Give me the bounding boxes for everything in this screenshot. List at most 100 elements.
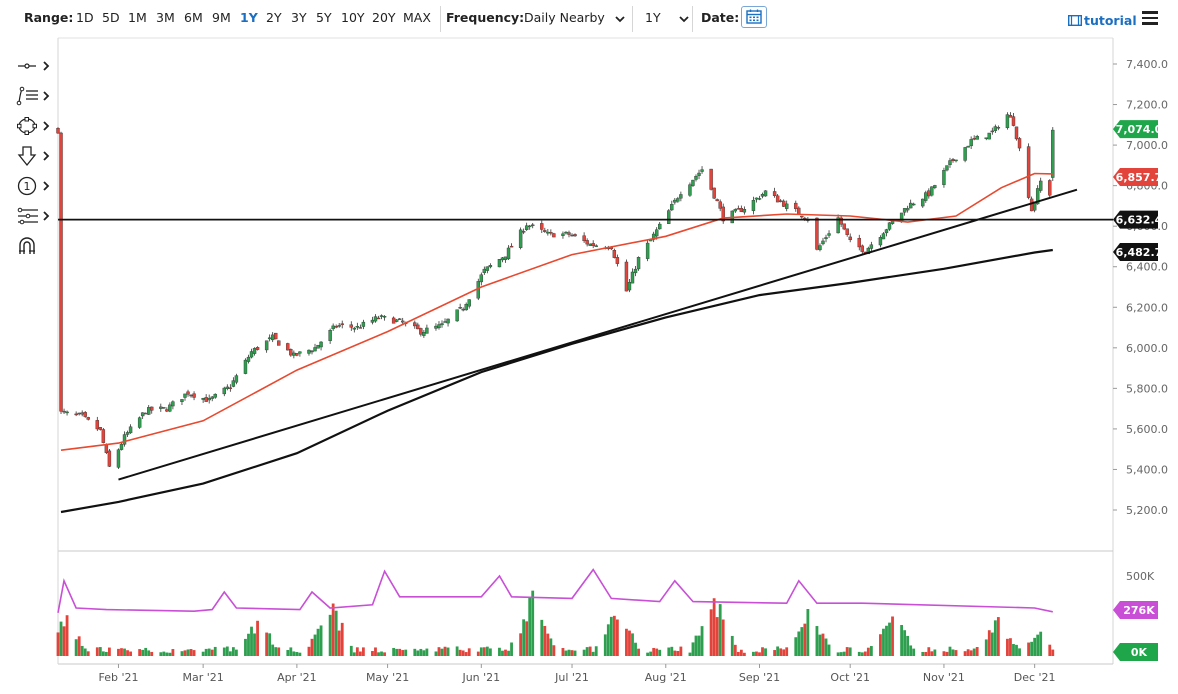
candle-body [869, 244, 874, 249]
magnet-tool-button[interactable] [14, 234, 54, 258]
crosshair-tool-button[interactable] [14, 54, 54, 78]
candle-body [180, 399, 184, 402]
candle-body [1005, 114, 1010, 129]
volume-bar [210, 649, 214, 656]
volume-bar [972, 648, 976, 656]
candle-body [482, 268, 487, 273]
film-icon [1067, 14, 1083, 27]
candle [128, 424, 133, 434]
trend-line-tool-button[interactable] [14, 84, 54, 108]
candle [56, 127, 60, 134]
candle [140, 412, 145, 419]
volume-bar [340, 622, 344, 656]
candle-body [222, 387, 227, 395]
volume-bar [129, 651, 132, 656]
range-max-button[interactable]: MAX [403, 10, 431, 25]
candle [751, 196, 756, 215]
period-dropdown[interactable]: 1Y [645, 10, 689, 25]
range-9m-button[interactable]: 9M [212, 10, 231, 25]
volume-bar [416, 650, 420, 656]
candle-body [434, 325, 438, 329]
candle-body [615, 257, 620, 264]
candle-body [228, 387, 233, 389]
volume-bar [552, 645, 556, 656]
range-6m-button[interactable]: 6M [184, 10, 203, 25]
volume-bar [117, 648, 120, 656]
range-1y-button[interactable]: 1Y [240, 10, 258, 25]
candle-body [192, 393, 196, 398]
candle-body [277, 340, 281, 346]
candle [930, 186, 934, 197]
candle-body [1008, 115, 1013, 118]
support-trend-line[interactable] [118, 188, 1078, 481]
range-3y-button[interactable]: 3Y [291, 10, 307, 25]
candle-body [924, 192, 928, 201]
volume-bar [413, 648, 417, 656]
date-picker-button[interactable] [741, 6, 767, 28]
volume-bar [739, 649, 743, 656]
candle [86, 416, 90, 421]
candle [543, 227, 547, 233]
candle [615, 254, 620, 267]
volume-bar [857, 651, 861, 656]
volume-bar [609, 616, 613, 656]
last-price-tag: 7,074.0 [1113, 120, 1163, 139]
long-ma-tag-shape [1113, 242, 1158, 261]
volume-bar [966, 649, 970, 656]
hamburger-menu-icon[interactable] [1142, 11, 1158, 25]
volume-bar [906, 635, 910, 656]
x-tick-label: Aug '21 [645, 671, 687, 684]
annotation-tool-button[interactable]: 1 [14, 174, 54, 198]
range-10y-button[interactable]: 10Y [341, 10, 365, 25]
candle-body [902, 208, 907, 213]
volume-bar [504, 649, 507, 656]
volume-bar [863, 651, 867, 656]
candle-body [921, 198, 925, 207]
range-5d-button[interactable]: 5D [102, 10, 120, 25]
candle [298, 351, 302, 357]
candle-body [540, 223, 544, 230]
frequency-dropdown[interactable]: Daily Nearby [524, 10, 625, 25]
range-3m-button[interactable]: 3M [156, 10, 175, 25]
range-2y-button[interactable]: 2Y [266, 10, 282, 25]
arrow-tool-button[interactable] [14, 144, 54, 168]
range-5y-button[interactable]: 5Y [316, 10, 332, 25]
candle [361, 319, 366, 330]
shape-tool-button[interactable] [14, 114, 54, 138]
arrow-down-icon [17, 146, 50, 167]
range-20y-button[interactable]: 20Y [372, 10, 396, 25]
candle-body [207, 397, 211, 401]
range-1d-button[interactable]: 1D [76, 10, 94, 25]
candle-body [1029, 198, 1034, 212]
volume-bar [485, 646, 489, 656]
candle [192, 391, 196, 401]
candle-body [394, 319, 399, 322]
volume-bar [108, 647, 111, 656]
volume-bar [582, 649, 586, 656]
candle-body [458, 306, 462, 309]
candle-body [286, 343, 290, 351]
candle [945, 165, 949, 172]
candle [150, 406, 154, 414]
candle [911, 202, 916, 206]
candle [394, 319, 399, 323]
range-1m-button[interactable]: 1M [128, 10, 147, 25]
tutorial-link[interactable]: tutorial [1067, 13, 1137, 28]
candle-body [413, 322, 417, 327]
fibonacci-tool-button[interactable] [14, 204, 54, 228]
candle [709, 168, 713, 191]
volume-bar [207, 648, 211, 656]
candle [1011, 113, 1016, 127]
volume-average-tag-text: 276K [1123, 604, 1155, 617]
candle [933, 184, 937, 190]
volume-bar [670, 646, 674, 656]
candle [884, 228, 889, 237]
x-tick-label: May '21 [366, 671, 409, 684]
volume-bar [625, 628, 628, 656]
volume-bar [467, 648, 471, 656]
candle-body [165, 409, 169, 412]
volume-bar [77, 636, 81, 656]
y-tick-label: 7,000.0 [1126, 139, 1168, 152]
candle-body [467, 299, 471, 307]
